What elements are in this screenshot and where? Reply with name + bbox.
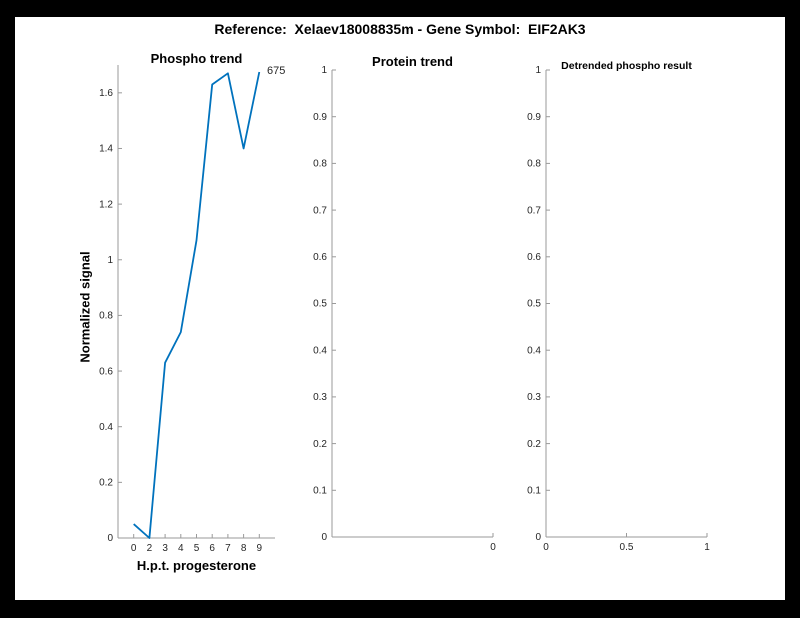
x-tick-label: 7	[225, 543, 231, 554]
y-tick-label: 0.7	[527, 205, 541, 216]
x-axis-label: H.p.t. progesterone	[136, 558, 257, 573]
x-tick-label: 8	[241, 543, 247, 554]
figure-canvas: Reference: Xelaev18008835m - Gene Symbol…	[15, 17, 785, 600]
y-tick-label: 1.6	[99, 88, 113, 99]
x-tick-label: 0.5	[620, 542, 634, 553]
y-tick-label: 0.3	[527, 392, 541, 403]
x-tick-label: 0	[543, 542, 549, 553]
charts-canvas: 00.20.40.60.811.21.41.60 2 3 4 5 6 7 8 900.10.20…	[99, 65, 710, 554]
y-tick-label: 1	[535, 65, 541, 76]
x-tick-label: 4	[178, 543, 184, 554]
x-tick-label: 9	[257, 543, 263, 554]
y-tick-label: 0.4	[527, 345, 541, 356]
y-tick-label: 1.4	[99, 144, 113, 155]
y-tick-label: 1	[321, 65, 327, 76]
y-tick-label: 0	[321, 532, 327, 543]
y-tick-label: 0.1	[313, 486, 327, 497]
y-tick-label: 0	[107, 533, 113, 544]
y-tick-label: 0.8	[99, 311, 113, 322]
figure-title: Reference: Xelaev18008835m - Gene Symbol…	[214, 21, 586, 37]
y-tick-label: 0.3	[313, 392, 327, 403]
y-tick-label: 1.2	[99, 199, 113, 210]
x-tick-label: 2	[147, 543, 153, 554]
chart-title-phospho-trend: Phospho trend	[150, 51, 243, 66]
x-tick-label: 0	[131, 543, 137, 554]
chart-title-protein-trend: Protein trend	[372, 54, 453, 69]
y-tick-label: 0.1	[527, 486, 541, 497]
y-tick-label: 0.2	[527, 439, 541, 450]
y-tick-label: 0.9	[527, 112, 541, 123]
x-tick-label: 5	[194, 543, 200, 554]
endpoint-annotation: 675	[267, 65, 286, 77]
x-tick-label: 0	[490, 542, 496, 553]
y-tick-label: 0.8	[527, 159, 541, 170]
trend-line	[133, 71, 261, 539]
chart-title-detrended-phospho-result: Detrended phospho result	[561, 60, 692, 72]
x-tick-label: 6	[209, 543, 215, 554]
y-tick-label: 0.8	[313, 159, 327, 170]
y-tick-label: 0.4	[313, 345, 327, 356]
y-tick-label: 0.9	[313, 112, 327, 123]
y-tick-label: 0.6	[313, 252, 327, 263]
y-tick-label: 0.7	[313, 205, 327, 216]
y-tick-label: 0.5	[527, 299, 541, 310]
x-tick-label: 1	[704, 542, 710, 553]
y-tick-label: 1	[107, 255, 113, 266]
y-tick-label: 0	[535, 532, 541, 543]
y-tick-label: 0.6	[527, 252, 541, 263]
y-tick-label: 0.4	[99, 422, 113, 433]
y-tick-label: 0.2	[313, 439, 327, 450]
x-tick-label: 3	[162, 543, 168, 554]
y-tick-label: 0.2	[99, 478, 113, 489]
y-tick-label: 0.5	[313, 299, 327, 310]
y-tick-label: 0.6	[99, 366, 113, 377]
